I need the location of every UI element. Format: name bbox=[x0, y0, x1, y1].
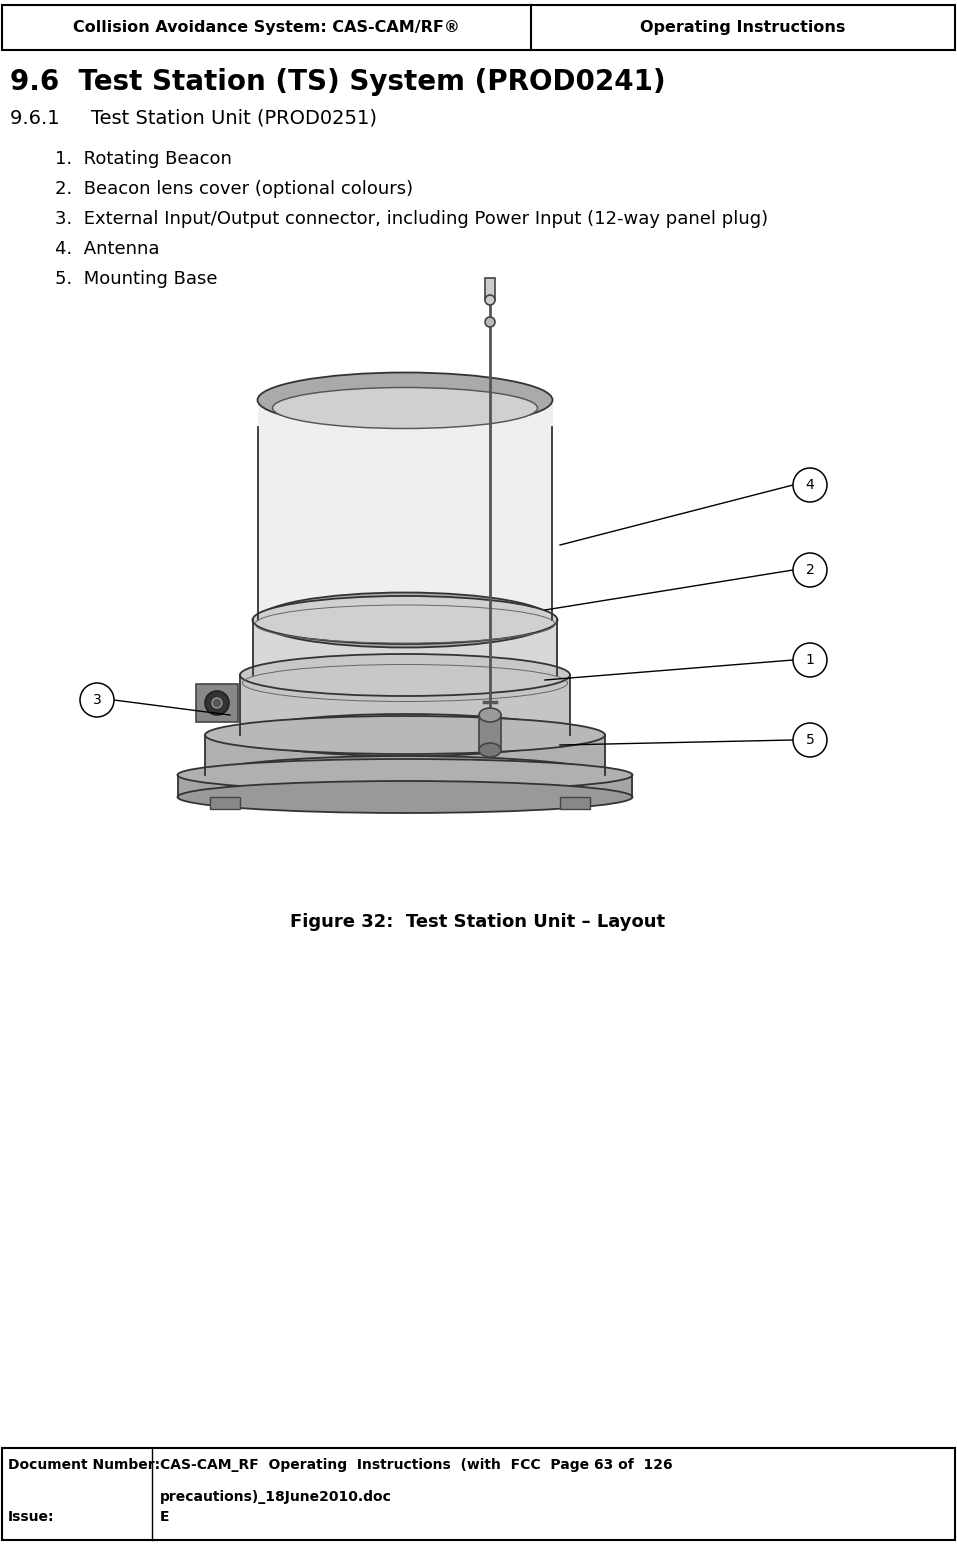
Ellipse shape bbox=[479, 744, 501, 758]
Text: Issue:: Issue: bbox=[8, 1510, 55, 1524]
Text: 2.  Beacon lens cover (optional colours): 2. Beacon lens cover (optional colours) bbox=[55, 179, 413, 198]
Ellipse shape bbox=[205, 716, 605, 754]
Circle shape bbox=[793, 724, 827, 758]
Text: 3: 3 bbox=[93, 693, 101, 707]
Ellipse shape bbox=[253, 656, 558, 694]
Text: Document Number:: Document Number: bbox=[8, 1458, 160, 1472]
Ellipse shape bbox=[177, 759, 633, 792]
Ellipse shape bbox=[240, 654, 570, 696]
Text: 2: 2 bbox=[806, 563, 814, 577]
Ellipse shape bbox=[485, 295, 495, 305]
Text: 9.6  Test Station (TS) System (PROD0241): 9.6 Test Station (TS) System (PROD0241) bbox=[10, 68, 666, 96]
Bar bbox=[205, 734, 605, 775]
Text: 4.  Antenna: 4. Antenna bbox=[55, 240, 160, 258]
Text: CAS-CAM_RF  Operating  Instructions  (with  FCC  Page 63 of  126: CAS-CAM_RF Operating Instructions (with … bbox=[160, 1458, 673, 1472]
Ellipse shape bbox=[205, 756, 605, 795]
Ellipse shape bbox=[177, 781, 633, 813]
Text: 5.  Mounting Base: 5. Mounting Base bbox=[55, 271, 217, 288]
Ellipse shape bbox=[257, 592, 552, 648]
Ellipse shape bbox=[253, 597, 558, 645]
Text: 9.6.1     Test Station Unit (PROD0251): 9.6.1 Test Station Unit (PROD0251) bbox=[10, 108, 377, 127]
Bar bbox=[253, 620, 558, 676]
Text: precautions)_18June2010.doc: precautions)_18June2010.doc bbox=[160, 1490, 391, 1504]
Text: Collision Avoidance System: CAS-CAM/RF®: Collision Avoidance System: CAS-CAM/RF® bbox=[73, 20, 460, 36]
Ellipse shape bbox=[273, 388, 538, 428]
Bar bbox=[258, 400, 553, 620]
Bar bbox=[2, 5, 955, 49]
Text: E: E bbox=[160, 1510, 169, 1524]
Bar bbox=[560, 798, 590, 809]
Bar bbox=[240, 676, 570, 734]
Ellipse shape bbox=[485, 317, 495, 328]
Bar bbox=[178, 775, 633, 798]
Text: Operating Instructions: Operating Instructions bbox=[640, 20, 846, 36]
Circle shape bbox=[793, 643, 827, 677]
Ellipse shape bbox=[257, 373, 552, 428]
Text: 4: 4 bbox=[806, 478, 814, 492]
Circle shape bbox=[212, 697, 222, 708]
Text: 3.  External Input/Output connector, including Power Input (12-way panel plug): 3. External Input/Output connector, incl… bbox=[55, 210, 768, 227]
Text: Figure 32:  Test Station Unit – Layout: Figure 32: Test Station Unit – Layout bbox=[290, 914, 665, 931]
Circle shape bbox=[793, 553, 827, 587]
Bar bbox=[196, 683, 238, 722]
Circle shape bbox=[793, 468, 827, 502]
Text: 1.  Rotating Beacon: 1. Rotating Beacon bbox=[55, 150, 232, 169]
Ellipse shape bbox=[240, 714, 570, 756]
Text: 1: 1 bbox=[806, 652, 814, 666]
Circle shape bbox=[80, 683, 114, 717]
Circle shape bbox=[205, 691, 229, 714]
Ellipse shape bbox=[479, 708, 501, 722]
Bar bbox=[210, 798, 240, 809]
Bar bbox=[2, 1449, 955, 1540]
Text: 5: 5 bbox=[806, 733, 814, 747]
Bar bbox=[479, 714, 501, 750]
Bar bbox=[485, 278, 495, 300]
